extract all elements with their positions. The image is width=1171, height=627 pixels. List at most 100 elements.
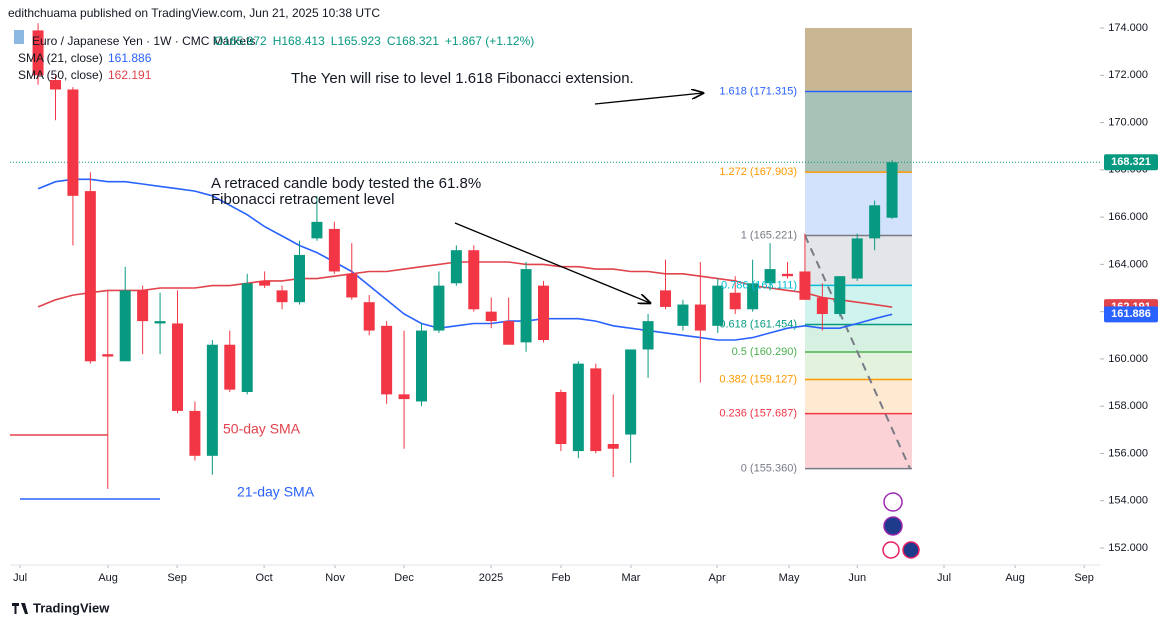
candle-body <box>869 205 881 239</box>
candle-body <box>799 271 811 300</box>
annotation: The Yen will rise to level 1.618 Fibonac… <box>291 70 634 87</box>
candle-body <box>398 394 410 400</box>
y-tick-label: 154.000 <box>1108 495 1148 507</box>
icon[interactable] <box>882 541 900 559</box>
candle-body <box>276 290 288 303</box>
candle-body <box>590 368 602 452</box>
fib-label: 0.5 (160.290) <box>732 346 797 358</box>
fib-band <box>805 91 912 173</box>
y-tick-label: 170.000 <box>1108 116 1148 128</box>
fib-trend <box>804 235 911 469</box>
annotation: Fibonacci retracement level <box>211 191 394 208</box>
candle-body <box>642 321 654 350</box>
sma50-legend: SMA (50, close) <box>18 68 103 82</box>
candle-body <box>834 276 846 315</box>
candle-body <box>625 349 637 435</box>
change: +1.867 (+1.12%) <box>445 34 534 48</box>
candle-body <box>363 302 375 331</box>
candle-body <box>677 304 689 326</box>
last-price-tag-bg <box>1104 154 1158 171</box>
x-tick-label: Feb <box>551 572 570 584</box>
fib-label: 0.786 (163.111) <box>721 279 797 291</box>
arrow <box>594 93 703 105</box>
annotation: A retraced candle body tested the 61.8% <box>211 175 481 192</box>
fib-band <box>805 379 912 414</box>
candle-body <box>137 290 149 322</box>
candle-body <box>886 162 898 218</box>
candle-body <box>851 238 863 279</box>
x-tick-label: Oct <box>256 572 273 584</box>
symbol: Euro / Japanese Yen · 1W · CMC Markets <box>32 34 255 48</box>
candle-body <box>782 273 794 277</box>
icon[interactable] <box>883 516 903 536</box>
sma50-legend-value: 162.191 <box>108 68 152 82</box>
candle-body <box>816 297 828 315</box>
candle-body <box>293 254 305 303</box>
candle-body <box>607 443 619 449</box>
x-tick-label: Sep <box>167 572 187 584</box>
fib-label: 0 (155.360) <box>741 462 797 474</box>
annotation: 21-day SMA <box>237 484 315 500</box>
candle-body <box>328 228 340 272</box>
x-tick-label: Jul <box>13 572 27 584</box>
x-tick-label: Apr <box>709 572 726 584</box>
fib-band <box>805 413 912 469</box>
candle-body <box>346 273 358 298</box>
fib-label: 0.382 (159.127) <box>719 373 797 385</box>
x-tick-label: May <box>779 572 800 584</box>
candle-body <box>67 89 79 196</box>
arrow <box>454 222 650 303</box>
candle-body <box>311 221 323 239</box>
sma21-legend: SMA (21, close) <box>18 51 103 65</box>
candle-body <box>241 283 253 392</box>
fib-label: 1.618 (171.315) <box>719 85 797 97</box>
x-tick-label: Dec <box>394 572 414 584</box>
candle-body <box>485 311 497 322</box>
last-price-tag: 168.321 <box>1111 156 1151 168</box>
candle-body <box>189 410 201 456</box>
candle-body <box>171 323 183 411</box>
candle-body <box>206 344 218 456</box>
x-tick-label: Jun <box>848 572 866 584</box>
sma21-tag-bg <box>1104 306 1158 323</box>
icon[interactable] <box>883 492 903 512</box>
y-tick-label: 164.000 <box>1108 258 1148 270</box>
candle-body <box>433 285 445 331</box>
ohlc-value: H168.413 <box>273 34 325 48</box>
ohlc-value: O165.972 <box>214 34 267 48</box>
fib-label: 1 (165.221) <box>741 229 797 241</box>
fib-label: 1.272 (167.903) <box>719 166 797 178</box>
y-tick-label: 160.000 <box>1108 353 1148 365</box>
y-tick-label: 172.000 <box>1108 69 1148 81</box>
icons <box>882 492 920 559</box>
candle-body <box>555 391 567 444</box>
ohlc-value: C168.321 <box>387 34 439 48</box>
candle-body <box>712 285 724 326</box>
fib-label: 0.236 (157.687) <box>719 407 797 419</box>
sma-line <box>37 178 893 341</box>
candle-body <box>729 292 741 310</box>
candle-body <box>32 30 44 76</box>
footer-logo <box>12 603 28 614</box>
candle-body <box>415 330 427 402</box>
footer-brand: TradingView <box>33 600 110 615</box>
candle-body <box>84 191 96 362</box>
logo-box <box>14 30 24 44</box>
candle-body <box>520 269 532 343</box>
candle-body <box>102 354 114 357</box>
candle-body <box>537 285 549 341</box>
x-tick-label: Aug <box>1005 572 1025 584</box>
x-tick-label: 2025 <box>479 572 503 584</box>
candle-body <box>659 290 671 307</box>
candle-body <box>694 304 706 331</box>
icon[interactable] <box>902 541 920 559</box>
y-tick-label: 156.000 <box>1108 447 1148 459</box>
plot <box>10 23 1104 568</box>
candle-body <box>468 250 480 310</box>
candle-body <box>764 269 776 284</box>
fib-band <box>805 28 912 92</box>
published: edithchuama published on TradingView.com… <box>8 6 380 20</box>
